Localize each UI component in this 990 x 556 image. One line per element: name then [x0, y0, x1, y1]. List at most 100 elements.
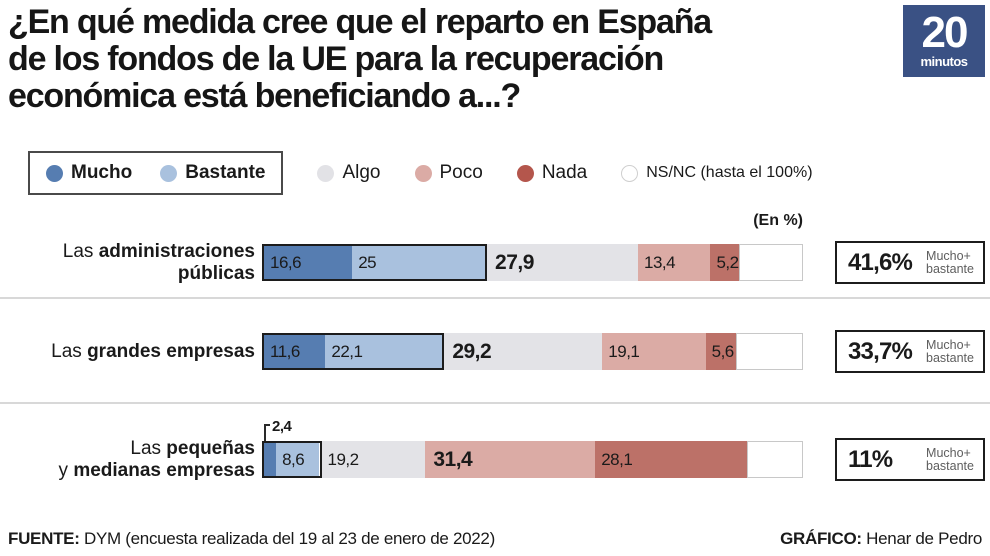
segment-value: 27,9 — [495, 250, 534, 274]
label-bold: grandes empresas — [87, 340, 255, 362]
bar-segment-bastante: 8,6 — [276, 443, 320, 476]
nsnc-dot-icon — [621, 164, 639, 182]
stacked-bar: 8,6 19,2 31,4 28,1 — [262, 441, 803, 478]
label-bold: pequeñas — [166, 437, 255, 459]
brand-logo-20minutos: 20 minutos — [903, 5, 985, 77]
stacked-bar: 11,6 22,1 29,2 19,1 5,6 — [262, 333, 803, 370]
segment-value: 2,4 — [272, 418, 292, 435]
label-normal: Las — [130, 437, 167, 459]
segment-value: 11,6 — [270, 341, 300, 361]
category-label: Las grandes empresas — [0, 341, 255, 363]
bar-segment-nada: 5,2 — [710, 244, 739, 281]
summary-note: Mucho+ bastante — [926, 337, 983, 365]
segment-group-mucho-bastante: 8,6 — [262, 441, 322, 478]
bar-segment-algo: 19,2 — [321, 441, 426, 478]
legend-label: Algo — [342, 162, 381, 183]
callout-line — [264, 424, 270, 441]
unit-note: (En %) — [753, 212, 803, 229]
nada-dot-icon — [516, 164, 534, 182]
summary-note-line: Mucho+ — [926, 445, 971, 460]
label-normal: y — [58, 459, 74, 481]
bar-segment-mucho — [264, 443, 277, 476]
bar-segment-mucho: 11,6 — [264, 335, 326, 368]
source-text: DYM (encuesta realizada del 19 al 23 de … — [79, 529, 495, 548]
summary-note: Mucho+ bastante — [926, 248, 983, 276]
title-line-1: ¿En qué medida cree que el reparto en Es… — [8, 3, 712, 41]
summary-note-line: Mucho+ — [926, 337, 971, 352]
credit-note: GRÁFICO: Henar de Pedro — [780, 529, 982, 549]
logo-word: minutos — [920, 54, 968, 69]
label-normal: Las — [62, 240, 99, 262]
segment-value: 13,4 — [643, 252, 676, 272]
bar-segment-bastante: 25 — [352, 246, 486, 279]
summary-percent: 33,7% — [848, 337, 913, 365]
legend-item-nada: Nada — [516, 162, 588, 184]
summary-box: 41,6% Mucho+ bastante — [835, 241, 985, 284]
segment-value: 16,6 — [270, 252, 302, 272]
legend-label: Nada — [541, 162, 588, 183]
segment-value: 5,2 — [716, 252, 739, 272]
legend-item-mucho: Mucho — [46, 162, 132, 184]
segment-value: 22,1 — [331, 341, 363, 361]
legend-label: Bastante — [185, 162, 266, 183]
category-label: Las pequeñas y medianas empresas — [0, 438, 255, 482]
chart-row-administraciones: Las administraciones públicas 16,6 25 27,9… — [0, 241, 990, 284]
chart-row-pymes: Las pequeñas y medianas empresas 8,6 19,2… — [0, 418, 990, 481]
segment-value: 28,1 — [601, 449, 633, 469]
segment-value: 29,2 — [452, 339, 492, 363]
legend-item-poco: Poco — [414, 162, 483, 184]
stacked-bar: 16,6 25 27,9 13,4 5,2 — [262, 244, 803, 281]
legend-label: NS/NC (hasta el 100%) — [646, 164, 813, 181]
segment-value: 19,1 — [608, 341, 640, 361]
segment-value: 25 — [358, 252, 377, 272]
credit-label: GRÁFICO: — [780, 529, 862, 548]
bar-segment-bastante: 22,1 — [325, 335, 443, 368]
summary-note-line: bastante — [926, 458, 974, 473]
segment-group-mucho-bastante: 16,6 25 — [262, 244, 488, 281]
summary-percent: 11% — [848, 445, 893, 473]
category-label: Las administraciones públicas — [0, 241, 255, 285]
summary-percent: 41,6% — [848, 248, 913, 276]
summary-box: 33,7% Mucho+ bastante — [835, 330, 985, 373]
bar-segment-nsnc — [747, 441, 803, 478]
bar-segment-poco: 19,1 — [602, 333, 706, 370]
label-bold: medianas empresas — [73, 459, 255, 481]
bar-segment-poco: 13,4 — [637, 244, 711, 281]
logo-number: 20 — [921, 8, 969, 57]
credit-text: Henar de Pedro — [861, 529, 982, 548]
source-label: FUENTE: — [8, 529, 80, 548]
legend-item-algo: Algo — [317, 162, 381, 184]
segment-value: 5,6 — [711, 341, 735, 361]
bar-segment-mucho: 16,6 — [264, 246, 353, 279]
mucho-dot-icon — [46, 164, 63, 182]
legend-label: Mucho — [71, 162, 133, 183]
row-divider — [0, 297, 990, 299]
page-title: ¿En qué medida cree que el reparto en Es… — [8, 4, 868, 115]
summary-note-line: bastante — [926, 261, 974, 276]
bar-segment-algo: 27,9 — [487, 244, 638, 281]
mucho-value-callout: 2,4 — [264, 418, 292, 441]
bastante-dot-icon — [160, 164, 178, 182]
bar-segment-nada: 28,1 — [595, 441, 748, 478]
label-normal: Las — [51, 340, 88, 362]
bar-segment-nada: 5,6 — [705, 333, 736, 370]
algo-dot-icon — [317, 164, 335, 182]
poco-dot-icon — [414, 164, 432, 182]
bar-segment-nsnc — [738, 244, 803, 281]
legend-highlight-box: Mucho Bastante — [28, 151, 284, 195]
title-line-2: de los fondos de la UE para la recuperac… — [8, 40, 664, 78]
legend-item-nsnc: NS/NC (hasta el 100%) — [621, 164, 813, 182]
legend: Mucho Bastante Algo Poco Nada NS/NC (has… — [28, 151, 813, 195]
chart-row-grandes-empresas: Las grandes empresas 11,6 22,1 29,2 19,1 5,6… — [0, 330, 990, 373]
summary-box: 11% Mucho+ bastante — [835, 438, 985, 481]
segment-value: 31,4 — [433, 447, 473, 471]
bar-segment-nsnc — [735, 333, 803, 370]
legend-item-bastante: Bastante — [160, 162, 265, 184]
segment-value: 8,6 — [282, 449, 305, 469]
segment-value: 19,2 — [327, 449, 360, 469]
summary-note-line: bastante — [926, 350, 974, 365]
row-divider — [0, 402, 990, 404]
summary-note-line: Mucho+ — [926, 248, 971, 263]
title-line-3: económica está beneficiando a...? — [8, 77, 521, 115]
